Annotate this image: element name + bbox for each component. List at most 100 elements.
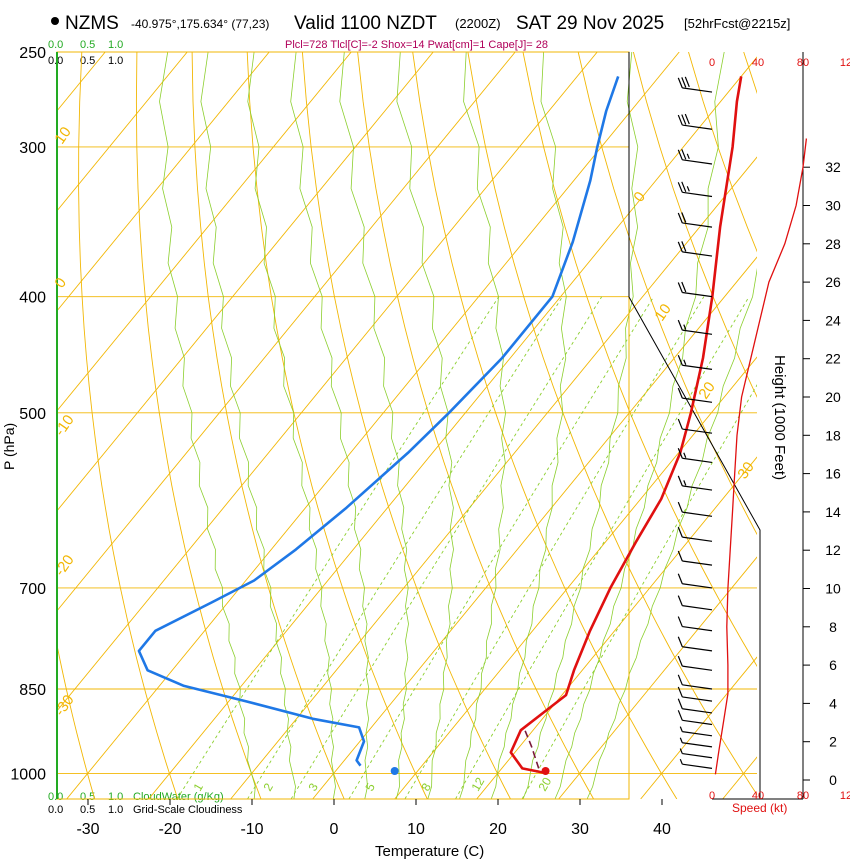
cloud-water-tick: 0.5 bbox=[80, 39, 95, 51]
dry-adiabat-line bbox=[301, 52, 511, 799]
speed-tick-label: 40 bbox=[752, 790, 764, 802]
pressure-tick-label: 250 bbox=[19, 45, 46, 62]
dry-adiabat-line bbox=[57, 643, 96, 799]
height-tick-label: 22 bbox=[825, 351, 841, 367]
height-tick-label: 14 bbox=[825, 504, 841, 520]
moist-adiabat-line bbox=[159, 52, 256, 799]
isotherm-label: 20 bbox=[695, 379, 718, 402]
wind-barb bbox=[677, 686, 713, 702]
pressure-tick-label: 850 bbox=[19, 682, 46, 699]
height-tick-label: 18 bbox=[825, 427, 841, 443]
mixing-ratio-line bbox=[521, 384, 757, 799]
temperature-tick-label: -20 bbox=[158, 821, 181, 838]
height-tick-label: 28 bbox=[825, 236, 841, 252]
isotherm-line bbox=[57, 52, 434, 512]
y-axis-title: P (hPa) bbox=[1, 423, 17, 470]
wind-barb bbox=[679, 758, 713, 769]
wind-barb bbox=[679, 726, 713, 737]
wind-barb bbox=[677, 475, 713, 491]
surface-temperature-point bbox=[541, 766, 550, 775]
dry-adiabat-line bbox=[412, 52, 678, 799]
cloudiness-tick: 0.5 bbox=[80, 55, 95, 67]
temperature-tick-label: 40 bbox=[653, 821, 671, 838]
moist-adiabat-line bbox=[396, 52, 454, 799]
surface-dewpoint-point bbox=[390, 766, 399, 775]
mixing-ratio-label: 20 bbox=[535, 775, 554, 794]
height-tick-label: 10 bbox=[825, 581, 841, 597]
cloud-water-tick: 1.0 bbox=[108, 791, 123, 803]
station-location: -40.975°,175.634° (77,23) bbox=[131, 17, 269, 31]
moist-adiabat-line bbox=[459, 52, 507, 799]
speed-tick-label: 0 bbox=[709, 57, 715, 69]
isotherm-line bbox=[230, 156, 757, 799]
height-tick-label: 20 bbox=[825, 389, 841, 405]
cloudiness-tick: 0.0 bbox=[48, 804, 63, 816]
isotherm-line bbox=[312, 256, 757, 799]
isotherm-line bbox=[640, 656, 757, 799]
wind-barb bbox=[677, 550, 713, 566]
cloud-water-tick: 0.5 bbox=[80, 791, 95, 803]
height-tick-label: 26 bbox=[825, 274, 841, 290]
mixing-ratio-line bbox=[455, 296, 750, 799]
wind-barb bbox=[677, 595, 713, 611]
moist-adiabat-line bbox=[522, 52, 639, 799]
parcel-path-line bbox=[524, 729, 540, 769]
speed-tick-label: 80 bbox=[797, 790, 809, 802]
forecast-hour: [52hrFcst@2215z] bbox=[684, 16, 790, 31]
wind-barb bbox=[677, 698, 713, 714]
wind-barb bbox=[677, 281, 713, 298]
temperature-tick-label: 0 bbox=[330, 821, 339, 838]
height-tick-label: 30 bbox=[825, 198, 841, 214]
dry-adiabat-line bbox=[135, 52, 262, 799]
isotherm-label: 10 bbox=[651, 301, 674, 324]
moist-adiabat-line bbox=[490, 52, 567, 799]
isotherm-label: 0 bbox=[51, 275, 70, 292]
height-tick-label: 24 bbox=[825, 312, 841, 328]
temperature-tick-label: -10 bbox=[240, 821, 263, 838]
height-axis-title: Height (1000 Feet) bbox=[771, 355, 788, 480]
pressure-tick-label: 300 bbox=[19, 140, 46, 157]
wind-barb bbox=[677, 655, 713, 671]
dewpoint-profile-line bbox=[137, 75, 620, 767]
isotherm-label: -30 bbox=[51, 692, 77, 720]
dry-adiabat-line bbox=[357, 52, 594, 799]
cloudiness-tick: 0.5 bbox=[80, 804, 95, 816]
dry-adiabat-line bbox=[191, 52, 345, 799]
isotherm-line bbox=[148, 56, 757, 799]
height-tick-label: 32 bbox=[825, 159, 841, 175]
wind-barb bbox=[677, 710, 713, 726]
cloud-water-tick: 1.0 bbox=[108, 39, 123, 51]
wind-barb bbox=[679, 737, 713, 748]
isotherm-label: 0 bbox=[630, 189, 649, 206]
wind-speed-profile bbox=[714, 138, 808, 775]
moist-adiabat-line bbox=[247, 52, 336, 799]
wind-barb bbox=[677, 418, 713, 434]
dry-adiabat-line bbox=[78, 52, 179, 799]
wind-barb bbox=[677, 616, 713, 632]
station-code: NZMS bbox=[65, 13, 119, 34]
wind-barb bbox=[677, 181, 713, 198]
isotherm-line bbox=[57, 52, 270, 312]
wind-barb bbox=[677, 355, 713, 370]
height-tick-label: 4 bbox=[829, 695, 837, 711]
wind-barb bbox=[677, 319, 713, 335]
moist-adiabat-line bbox=[290, 52, 370, 799]
height-tick-label: 8 bbox=[829, 619, 837, 635]
dry-adiabat-line bbox=[577, 52, 757, 536]
isotherm-label: 30 bbox=[734, 459, 757, 482]
pressure-tick-label: 700 bbox=[19, 581, 46, 598]
height-tick-label: 0 bbox=[829, 772, 837, 788]
dry-adiabat-line bbox=[522, 52, 757, 667]
temperature-tick-label: 20 bbox=[489, 821, 507, 838]
speed-tick-label: 12 bbox=[840, 790, 850, 802]
temperature-tick-label: 10 bbox=[407, 821, 425, 838]
valid-date: SAT 29 Nov 2025 bbox=[516, 13, 664, 34]
isotherm-label: -20 bbox=[51, 552, 77, 580]
speed-tick-label: 80 bbox=[797, 57, 809, 69]
cloud-water-tick: 0.0 bbox=[48, 791, 63, 803]
mixing-ratio-label: 2 bbox=[260, 780, 276, 793]
pressure-tick-label: 400 bbox=[19, 290, 46, 307]
mixing-ratio-label: 12 bbox=[468, 775, 487, 794]
